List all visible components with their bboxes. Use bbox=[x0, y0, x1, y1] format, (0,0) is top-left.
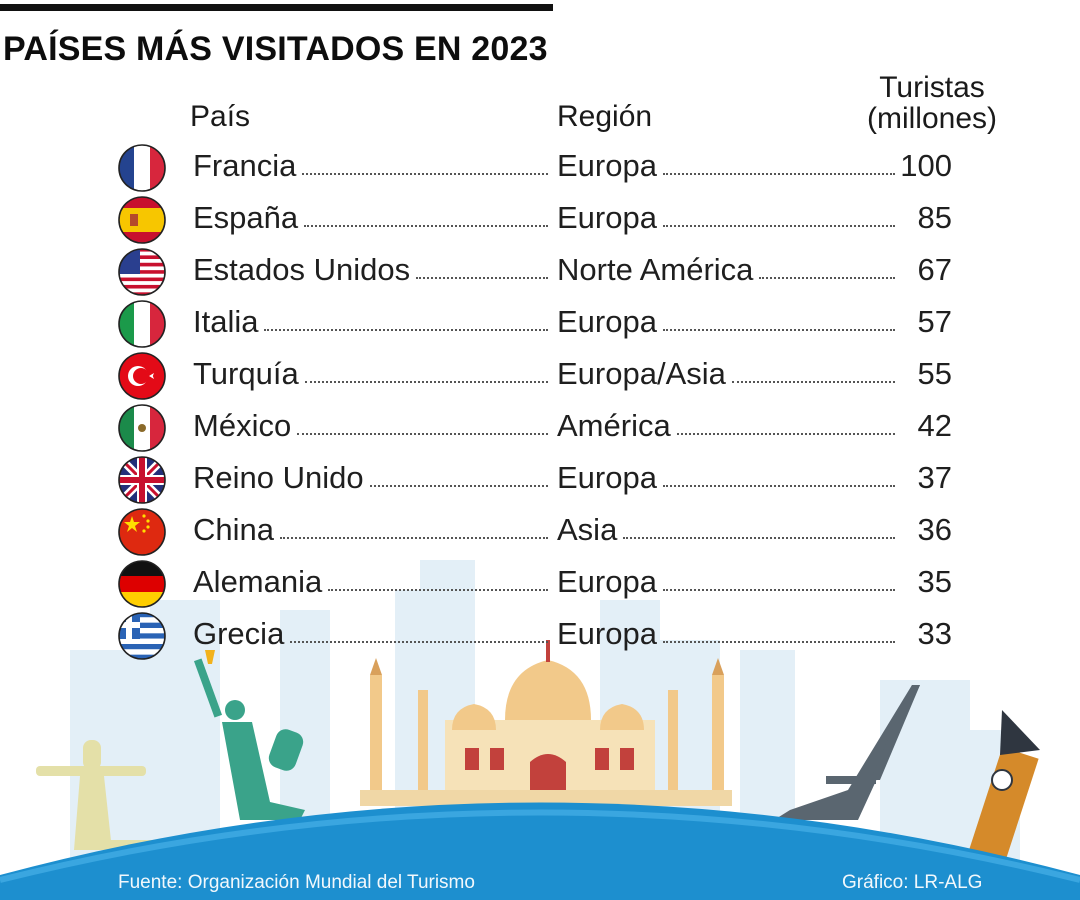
tourists-value: 42 bbox=[917, 408, 952, 443]
dotted-leader bbox=[297, 433, 548, 435]
dotted-leader bbox=[304, 225, 548, 227]
italy-flag-icon bbox=[118, 300, 166, 348]
big-ben-icon bbox=[965, 710, 1040, 873]
dotted-leader bbox=[290, 641, 548, 643]
table-row: Italia Europa 57 bbox=[0, 300, 1080, 356]
table-row: Alemania Europa 35 bbox=[0, 560, 1080, 616]
tourists-value: 36 bbox=[917, 512, 952, 547]
france-flag-icon bbox=[118, 144, 166, 192]
usa-flag-icon bbox=[118, 248, 166, 296]
tourists-value: 35 bbox=[917, 564, 952, 599]
dotted-leader bbox=[370, 485, 548, 487]
turkey-flag-icon bbox=[118, 352, 166, 400]
tourists-value: 55 bbox=[917, 356, 952, 391]
germany-flag-icon bbox=[118, 560, 166, 608]
dotted-leader bbox=[264, 329, 548, 331]
region-name: América bbox=[557, 408, 671, 443]
region-name: Norte América bbox=[557, 252, 754, 287]
dotted-leader bbox=[759, 277, 895, 279]
region-name: Asia bbox=[557, 512, 618, 547]
region-name: Europa bbox=[557, 148, 657, 183]
eiffel-tower-icon bbox=[774, 685, 920, 820]
country-name: Grecia bbox=[193, 616, 285, 651]
top-rule bbox=[0, 4, 553, 11]
globe-highlight bbox=[0, 809, 1080, 883]
header-country: País bbox=[190, 100, 251, 133]
table-row: Francia Europa 100 bbox=[0, 144, 1080, 200]
uk-flag-icon bbox=[118, 456, 166, 504]
country-name: Estados Unidos bbox=[193, 252, 411, 287]
spain-flag-icon bbox=[118, 196, 166, 244]
table-row: Turquía Europa/Asia 55 bbox=[0, 352, 1080, 408]
table-row: Reino Unido Europa 37 bbox=[0, 456, 1080, 512]
chart-title: PAÍSES MÁS VISITADOS EN 2023 bbox=[3, 30, 548, 68]
dotted-leader bbox=[416, 277, 548, 279]
dotted-leader bbox=[305, 381, 548, 383]
dotted-leader bbox=[663, 173, 895, 175]
dotted-leader bbox=[328, 589, 548, 591]
china-flag-icon bbox=[118, 508, 166, 556]
dotted-leader bbox=[663, 641, 895, 643]
region-name: Europa bbox=[557, 616, 657, 651]
landmarks-illustration bbox=[0, 560, 1080, 900]
source-note: Fuente: Organización Mundial del Turismo bbox=[118, 872, 475, 893]
region-name: Europa/Asia bbox=[557, 356, 726, 391]
dotted-leader bbox=[663, 225, 895, 227]
country-name: México bbox=[193, 408, 292, 443]
country-name: Turquía bbox=[193, 356, 299, 391]
country-name: España bbox=[193, 200, 299, 235]
tourists-value: 85 bbox=[917, 200, 952, 235]
region-name: Europa bbox=[557, 304, 657, 339]
table-row: México América 42 bbox=[0, 404, 1080, 460]
header-tourists: Turistas (millones) bbox=[848, 72, 1016, 134]
header-region: Región bbox=[557, 100, 653, 133]
statue-of-liberty-icon bbox=[193, 650, 305, 820]
dotted-leader bbox=[663, 589, 895, 591]
country-name: Italia bbox=[193, 304, 259, 339]
dotted-leader bbox=[732, 381, 895, 383]
dotted-leader bbox=[623, 537, 895, 539]
mexico-flag-icon bbox=[118, 404, 166, 452]
greece-flag-icon bbox=[118, 612, 166, 660]
dotted-leader bbox=[663, 485, 895, 487]
header-tourists-line2: (millones) bbox=[866, 102, 998, 135]
header-tourists-line1: Turistas bbox=[879, 71, 985, 104]
table-row: China Asia 36 bbox=[0, 508, 1080, 564]
dotted-leader bbox=[280, 537, 548, 539]
dotted-leader bbox=[663, 329, 895, 331]
table-row: Estados Unidos Norte América 67 bbox=[0, 248, 1080, 304]
dotted-leader bbox=[302, 173, 548, 175]
country-name: Reino Unido bbox=[193, 460, 364, 495]
tourists-value: 33 bbox=[917, 616, 952, 651]
tourists-value: 37 bbox=[917, 460, 952, 495]
tourists-value: 100 bbox=[900, 148, 952, 183]
region-name: Europa bbox=[557, 564, 657, 599]
table-row: Grecia Europa 33 bbox=[0, 612, 1080, 668]
taj-mahal-icon bbox=[360, 640, 732, 806]
region-name: Europa bbox=[557, 200, 657, 235]
dotted-leader bbox=[677, 433, 895, 435]
country-name: China bbox=[193, 512, 274, 547]
credit-note: Gráfico: LR-ALG bbox=[842, 872, 983, 893]
tourists-value: 57 bbox=[917, 304, 952, 339]
country-name: Alemania bbox=[193, 564, 323, 599]
table-row: España Europa 85 bbox=[0, 196, 1080, 252]
region-name: Europa bbox=[557, 460, 657, 495]
country-name: Francia bbox=[193, 148, 297, 183]
tourists-value: 67 bbox=[917, 252, 952, 287]
